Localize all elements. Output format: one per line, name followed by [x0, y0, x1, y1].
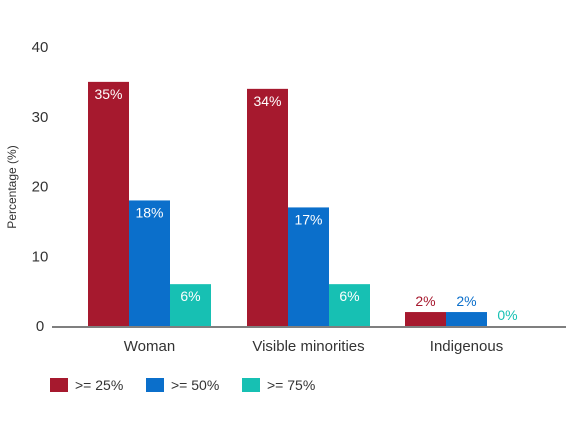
category-labels: Woman Visible minorities Indigenous: [124, 338, 503, 355]
bar: [247, 88, 288, 326]
y-axis-title: Percentage (%): [5, 145, 19, 228]
data-label: 6%: [339, 288, 359, 304]
legend-label: >= 25%: [75, 377, 123, 393]
data-label: 34%: [253, 93, 281, 109]
data-label: 18%: [135, 204, 163, 220]
bar: [446, 312, 487, 326]
data-label: 2%: [415, 293, 435, 309]
y-axis-ticks: 0 10 20 30 40: [32, 39, 49, 335]
legend-label: >= 75%: [267, 377, 315, 393]
legend-swatch: [50, 378, 68, 392]
y-axis-title-group: Percentage (%): [5, 145, 19, 228]
bar: [405, 312, 446, 326]
y-tick-label: 20: [32, 179, 49, 196]
bar: [329, 284, 370, 326]
legend-swatch: [146, 378, 164, 392]
bar: [129, 200, 170, 326]
bar: [88, 81, 129, 326]
legend: >= 25% >= 50% >= 75%: [50, 377, 315, 393]
legend-item: >= 75%: [242, 377, 315, 393]
legend-item: >= 25%: [50, 377, 123, 393]
data-label: 35%: [94, 86, 122, 102]
bars: [88, 81, 487, 326]
y-tick-label: 0: [36, 318, 44, 335]
category-label: Visible minorities: [252, 338, 364, 355]
data-labels: 35% 18% 6% 34% 17% 6% 2% 2% 0%: [94, 86, 517, 323]
bar: [170, 284, 211, 326]
data-label: 2%: [456, 293, 476, 309]
y-tick-label: 10: [32, 248, 49, 265]
y-tick-label: 40: [32, 39, 49, 56]
legend-swatch: [242, 378, 260, 392]
data-label: 17%: [294, 211, 322, 227]
category-label: Indigenous: [430, 338, 503, 355]
y-tick-label: 30: [32, 109, 49, 126]
category-label: Woman: [124, 338, 175, 355]
bar: [288, 207, 329, 326]
legend-label: >= 50%: [171, 377, 219, 393]
legend-item: >= 50%: [146, 377, 219, 393]
data-label: 6%: [180, 288, 200, 304]
data-label: 0%: [497, 307, 517, 323]
